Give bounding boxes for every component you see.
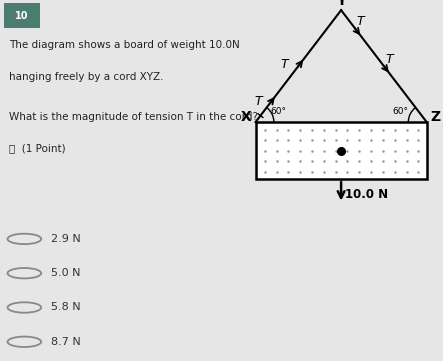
Text: Y: Y bbox=[336, 0, 346, 8]
Text: 10: 10 bbox=[16, 11, 29, 21]
Text: ⧖  (1 Point): ⧖ (1 Point) bbox=[9, 143, 66, 153]
Text: 60°: 60° bbox=[271, 107, 287, 116]
Text: The diagram shows a board of weight 10.0N: The diagram shows a board of weight 10.0… bbox=[9, 40, 240, 50]
Text: X: X bbox=[240, 110, 251, 124]
Text: hanging freely by a cord XYZ.: hanging freely by a cord XYZ. bbox=[9, 71, 163, 82]
FancyBboxPatch shape bbox=[4, 3, 40, 28]
Text: 60°: 60° bbox=[392, 107, 408, 116]
Text: Z: Z bbox=[431, 110, 441, 124]
Bar bbox=[256, 122, 427, 179]
Text: What is the magnitude of tension T in the cord?: What is the magnitude of tension T in th… bbox=[9, 112, 258, 122]
Text: T: T bbox=[280, 58, 288, 71]
Text: 10.0 N: 10.0 N bbox=[345, 188, 389, 201]
Text: 5.8 N: 5.8 N bbox=[51, 303, 81, 313]
Text: 2.9 N: 2.9 N bbox=[51, 234, 81, 244]
Text: 8.7 N: 8.7 N bbox=[51, 337, 81, 347]
Text: 5.0 N: 5.0 N bbox=[51, 268, 81, 278]
Text: T: T bbox=[385, 52, 392, 66]
Text: T: T bbox=[255, 95, 262, 108]
Text: T: T bbox=[357, 15, 364, 28]
